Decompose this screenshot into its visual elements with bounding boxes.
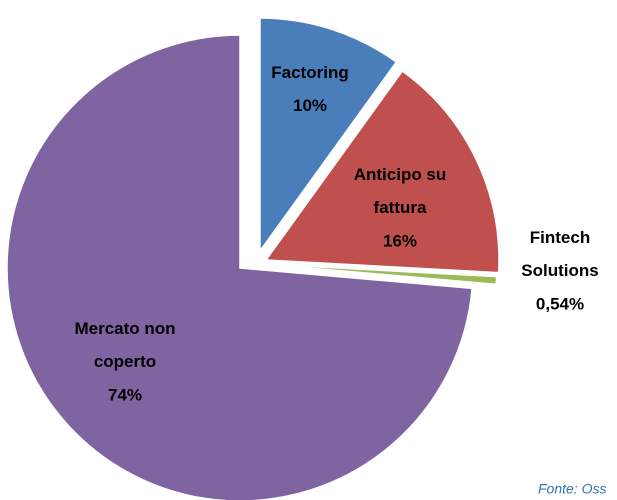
value-label: 74%: [108, 385, 142, 404]
pie-slice: [264, 69, 500, 274]
pie-slice: [263, 263, 498, 286]
pie-slice: [259, 17, 398, 254]
source-note: Fonte: Oss: [538, 481, 606, 497]
slice-label: Mercato non coperto: [74, 319, 175, 371]
value-label: 0,54%: [536, 294, 584, 313]
slice-label: Anticipo su fattura: [354, 165, 447, 217]
pie-slice: [6, 34, 473, 500]
slice-label: Fintech Solutions: [521, 228, 598, 280]
value-label: 16%: [383, 231, 417, 250]
slice-label: Factoring: [271, 63, 348, 82]
value-label: 10%: [293, 96, 327, 115]
